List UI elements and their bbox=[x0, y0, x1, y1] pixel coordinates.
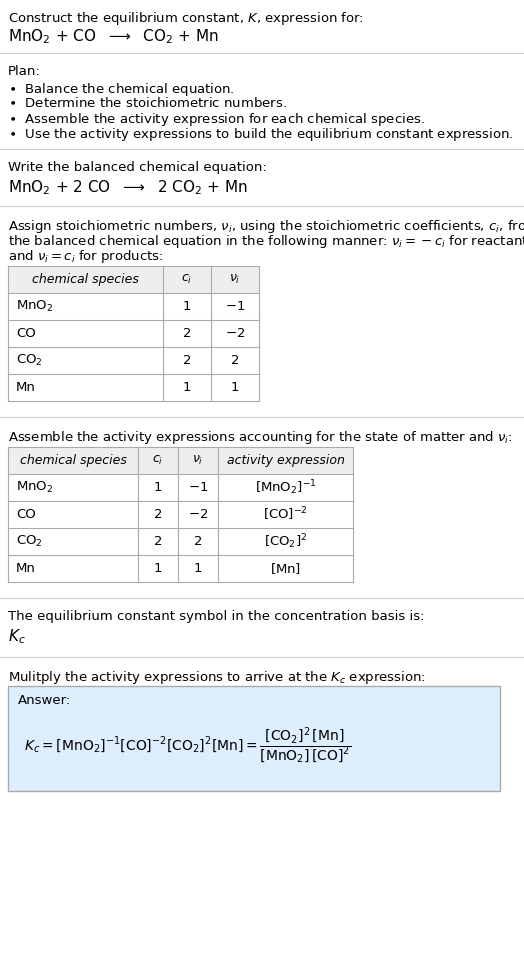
Text: Assign stoichiometric numbers, $\nu_i$, using the stoichiometric coefficients, $: Assign stoichiometric numbers, $\nu_i$, … bbox=[8, 218, 524, 235]
Text: 2: 2 bbox=[154, 535, 162, 548]
Text: 2: 2 bbox=[231, 354, 239, 367]
Text: and $\nu_i = c_i$ for products:: and $\nu_i = c_i$ for products: bbox=[8, 248, 163, 265]
Text: $c_i$: $c_i$ bbox=[152, 454, 163, 467]
Text: $-1$: $-1$ bbox=[225, 300, 245, 313]
FancyBboxPatch shape bbox=[8, 447, 353, 474]
Text: $\mathrm{MnO_2}$: $\mathrm{MnO_2}$ bbox=[16, 299, 53, 314]
Text: 1: 1 bbox=[183, 381, 191, 394]
Text: 1: 1 bbox=[154, 562, 162, 575]
Text: $[\mathrm{MnO_2}]^{-1}$: $[\mathrm{MnO_2}]^{-1}$ bbox=[255, 478, 316, 497]
Text: chemical species: chemical species bbox=[19, 454, 126, 467]
Text: 2: 2 bbox=[194, 535, 202, 548]
Text: 1: 1 bbox=[231, 381, 239, 394]
Text: Mulitply the activity expressions to arrive at the $K_c$ expression:: Mulitply the activity expressions to arr… bbox=[8, 669, 426, 686]
Text: $\nu_i$: $\nu_i$ bbox=[192, 454, 204, 467]
Text: $[\mathrm{Mn}]$: $[\mathrm{Mn}]$ bbox=[270, 561, 301, 576]
Text: 2: 2 bbox=[183, 354, 191, 367]
Text: $[\mathrm{CO}]^{-2}$: $[\mathrm{CO}]^{-2}$ bbox=[263, 505, 308, 523]
Text: Write the balanced chemical equation:: Write the balanced chemical equation: bbox=[8, 161, 267, 174]
Text: $K_c = [\mathrm{MnO_2}]^{-1} [\mathrm{CO}]^{-2} [\mathrm{CO_2}]^{2} [\mathrm{Mn}: $K_c = [\mathrm{MnO_2}]^{-1} [\mathrm{CO… bbox=[24, 725, 352, 767]
Text: $\mathrm{MnO_2}$ + CO  $\longrightarrow$  $\mathrm{CO_2}$ + Mn: $\mathrm{MnO_2}$ + CO $\longrightarrow$ … bbox=[8, 27, 219, 46]
Text: Plan:: Plan: bbox=[8, 65, 41, 78]
Text: $\bullet$  Balance the chemical equation.: $\bullet$ Balance the chemical equation. bbox=[8, 81, 235, 98]
Text: 1: 1 bbox=[194, 562, 202, 575]
Text: Mn: Mn bbox=[16, 381, 36, 394]
Text: $c_i$: $c_i$ bbox=[181, 273, 193, 286]
Text: $\bullet$  Assemble the activity expression for each chemical species.: $\bullet$ Assemble the activity expressi… bbox=[8, 111, 425, 128]
Text: $-2$: $-2$ bbox=[188, 508, 208, 521]
Text: activity expression: activity expression bbox=[226, 454, 344, 467]
Text: $\mathrm{CO_2}$: $\mathrm{CO_2}$ bbox=[16, 534, 43, 549]
Text: $-2$: $-2$ bbox=[225, 327, 245, 340]
Text: Mn: Mn bbox=[16, 562, 36, 575]
Text: 2: 2 bbox=[183, 327, 191, 340]
Text: 1: 1 bbox=[154, 481, 162, 494]
Text: $K_c$: $K_c$ bbox=[8, 627, 26, 646]
Text: Assemble the activity expressions accounting for the state of matter and $\nu_i$: Assemble the activity expressions accoun… bbox=[8, 429, 512, 446]
Text: the balanced chemical equation in the following manner: $\nu_i = -c_i$ for react: the balanced chemical equation in the fo… bbox=[8, 233, 524, 250]
Text: 2: 2 bbox=[154, 508, 162, 521]
Text: CO: CO bbox=[16, 508, 36, 521]
Text: $\mathrm{MnO_2}$ + 2 CO  $\longrightarrow$  2 $\mathrm{CO_2}$ + Mn: $\mathrm{MnO_2}$ + 2 CO $\longrightarrow… bbox=[8, 178, 248, 197]
Text: $\bullet$  Determine the stoichiometric numbers.: $\bullet$ Determine the stoichiometric n… bbox=[8, 96, 287, 110]
Text: The equilibrium constant symbol in the concentration basis is:: The equilibrium constant symbol in the c… bbox=[8, 610, 424, 623]
Text: $\nu_i$: $\nu_i$ bbox=[230, 273, 241, 286]
Text: CO: CO bbox=[16, 327, 36, 340]
Text: chemical species: chemical species bbox=[32, 273, 139, 286]
Text: 1: 1 bbox=[183, 300, 191, 313]
FancyBboxPatch shape bbox=[8, 266, 259, 293]
Text: $\mathrm{MnO_2}$: $\mathrm{MnO_2}$ bbox=[16, 480, 53, 495]
Text: Answer:: Answer: bbox=[18, 694, 71, 707]
Text: Construct the equilibrium constant, $K$, expression for:: Construct the equilibrium constant, $K$,… bbox=[8, 10, 364, 27]
Text: $[\mathrm{CO_2}]^{2}$: $[\mathrm{CO_2}]^{2}$ bbox=[264, 532, 307, 551]
Text: $\mathrm{CO_2}$: $\mathrm{CO_2}$ bbox=[16, 353, 43, 368]
Text: $-1$: $-1$ bbox=[188, 481, 208, 494]
Text: $\bullet$  Use the activity expressions to build the equilibrium constant expres: $\bullet$ Use the activity expressions t… bbox=[8, 126, 514, 143]
FancyBboxPatch shape bbox=[8, 686, 500, 791]
